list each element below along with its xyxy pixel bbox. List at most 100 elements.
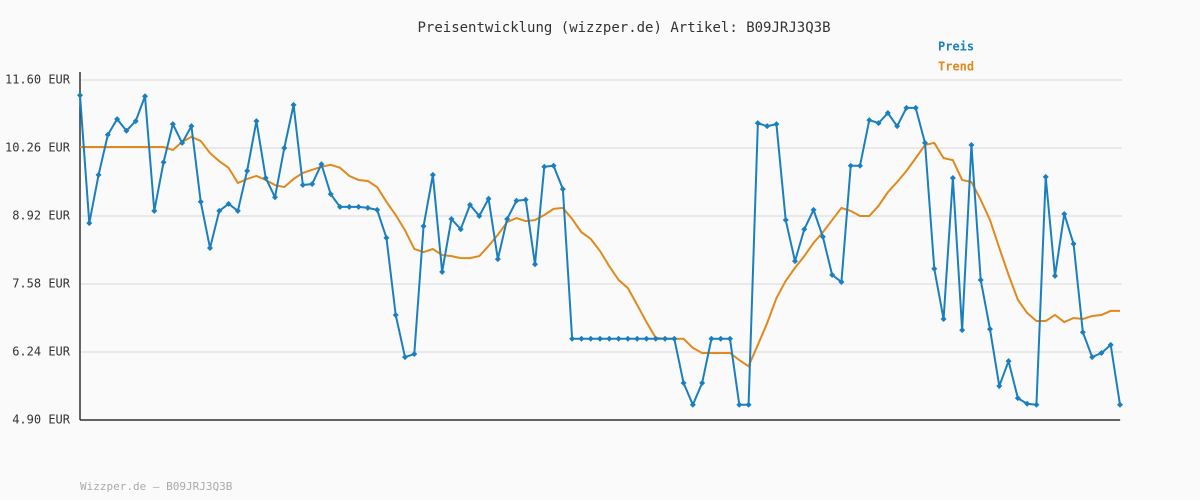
y-tick-label: 11.60 EUR [5,73,71,87]
point [253,118,260,125]
point [782,217,789,224]
point [272,194,278,201]
point [234,207,241,214]
legend-label: Trend [938,60,974,74]
point [86,220,93,227]
point [977,276,984,283]
point [169,121,176,128]
point [207,244,213,251]
point [337,203,343,210]
point [968,141,975,148]
point [587,335,594,342]
point [448,216,455,223]
point [922,139,928,146]
point [244,167,251,174]
point [838,278,845,285]
point [792,258,798,265]
point [494,256,501,263]
point [411,351,418,358]
point [95,171,102,178]
point [680,379,687,386]
point [374,206,381,213]
point [532,261,538,268]
point [1079,329,1086,336]
point [643,335,650,342]
point [104,131,111,138]
point [634,335,641,342]
point [1061,210,1068,217]
point [457,226,464,233]
point [727,335,733,342]
point [652,335,659,342]
point [179,139,186,146]
point [940,316,947,323]
point [866,117,873,124]
point [884,109,891,116]
point [439,268,446,275]
y-tick-label: 8.92 EUR [12,209,71,223]
point [318,161,325,168]
y-tick-label: 10.26 EUR [5,141,71,155]
point [615,335,622,342]
point [364,204,371,211]
point [606,335,613,342]
point [1052,272,1058,279]
point [114,116,121,123]
point [383,234,390,241]
point [745,401,752,408]
point [290,101,297,108]
point [132,118,139,125]
point [299,182,306,189]
point [773,121,780,128]
point [1070,240,1077,247]
point [1005,358,1012,365]
footer: Wizzper.de – B09JRJ3Q3B [80,480,233,493]
point [467,201,473,208]
point [1107,341,1114,348]
legend-label: Preis [938,40,974,54]
point [996,383,1003,389]
point [188,123,195,130]
point [1033,401,1040,408]
point [1089,354,1096,361]
point [894,123,901,130]
point [420,223,427,230]
point [513,197,520,204]
point [699,379,706,386]
point [754,120,761,127]
point [392,311,399,318]
point [801,226,808,233]
point [160,159,167,166]
point [346,203,353,210]
point [142,93,148,100]
point [810,206,817,213]
point [959,327,966,334]
series-line [80,135,1120,368]
point [216,207,223,214]
point [875,120,882,127]
y-tick-label: 6.24 EUR [12,345,71,359]
point [550,162,557,169]
point [429,171,436,178]
point [197,198,204,205]
point [77,92,83,99]
point [624,335,631,342]
point [1098,350,1105,357]
point [829,271,836,278]
point [541,163,548,170]
y-tick-label: 7.58 EUR [12,277,71,291]
point [1117,401,1123,408]
point [819,233,826,240]
point [355,203,362,210]
point [225,200,232,207]
point [123,127,130,134]
point [559,186,566,193]
point [1042,173,1049,180]
point [522,196,529,203]
point [949,174,956,181]
point [903,104,910,111]
point [485,195,492,202]
point [1014,395,1021,402]
